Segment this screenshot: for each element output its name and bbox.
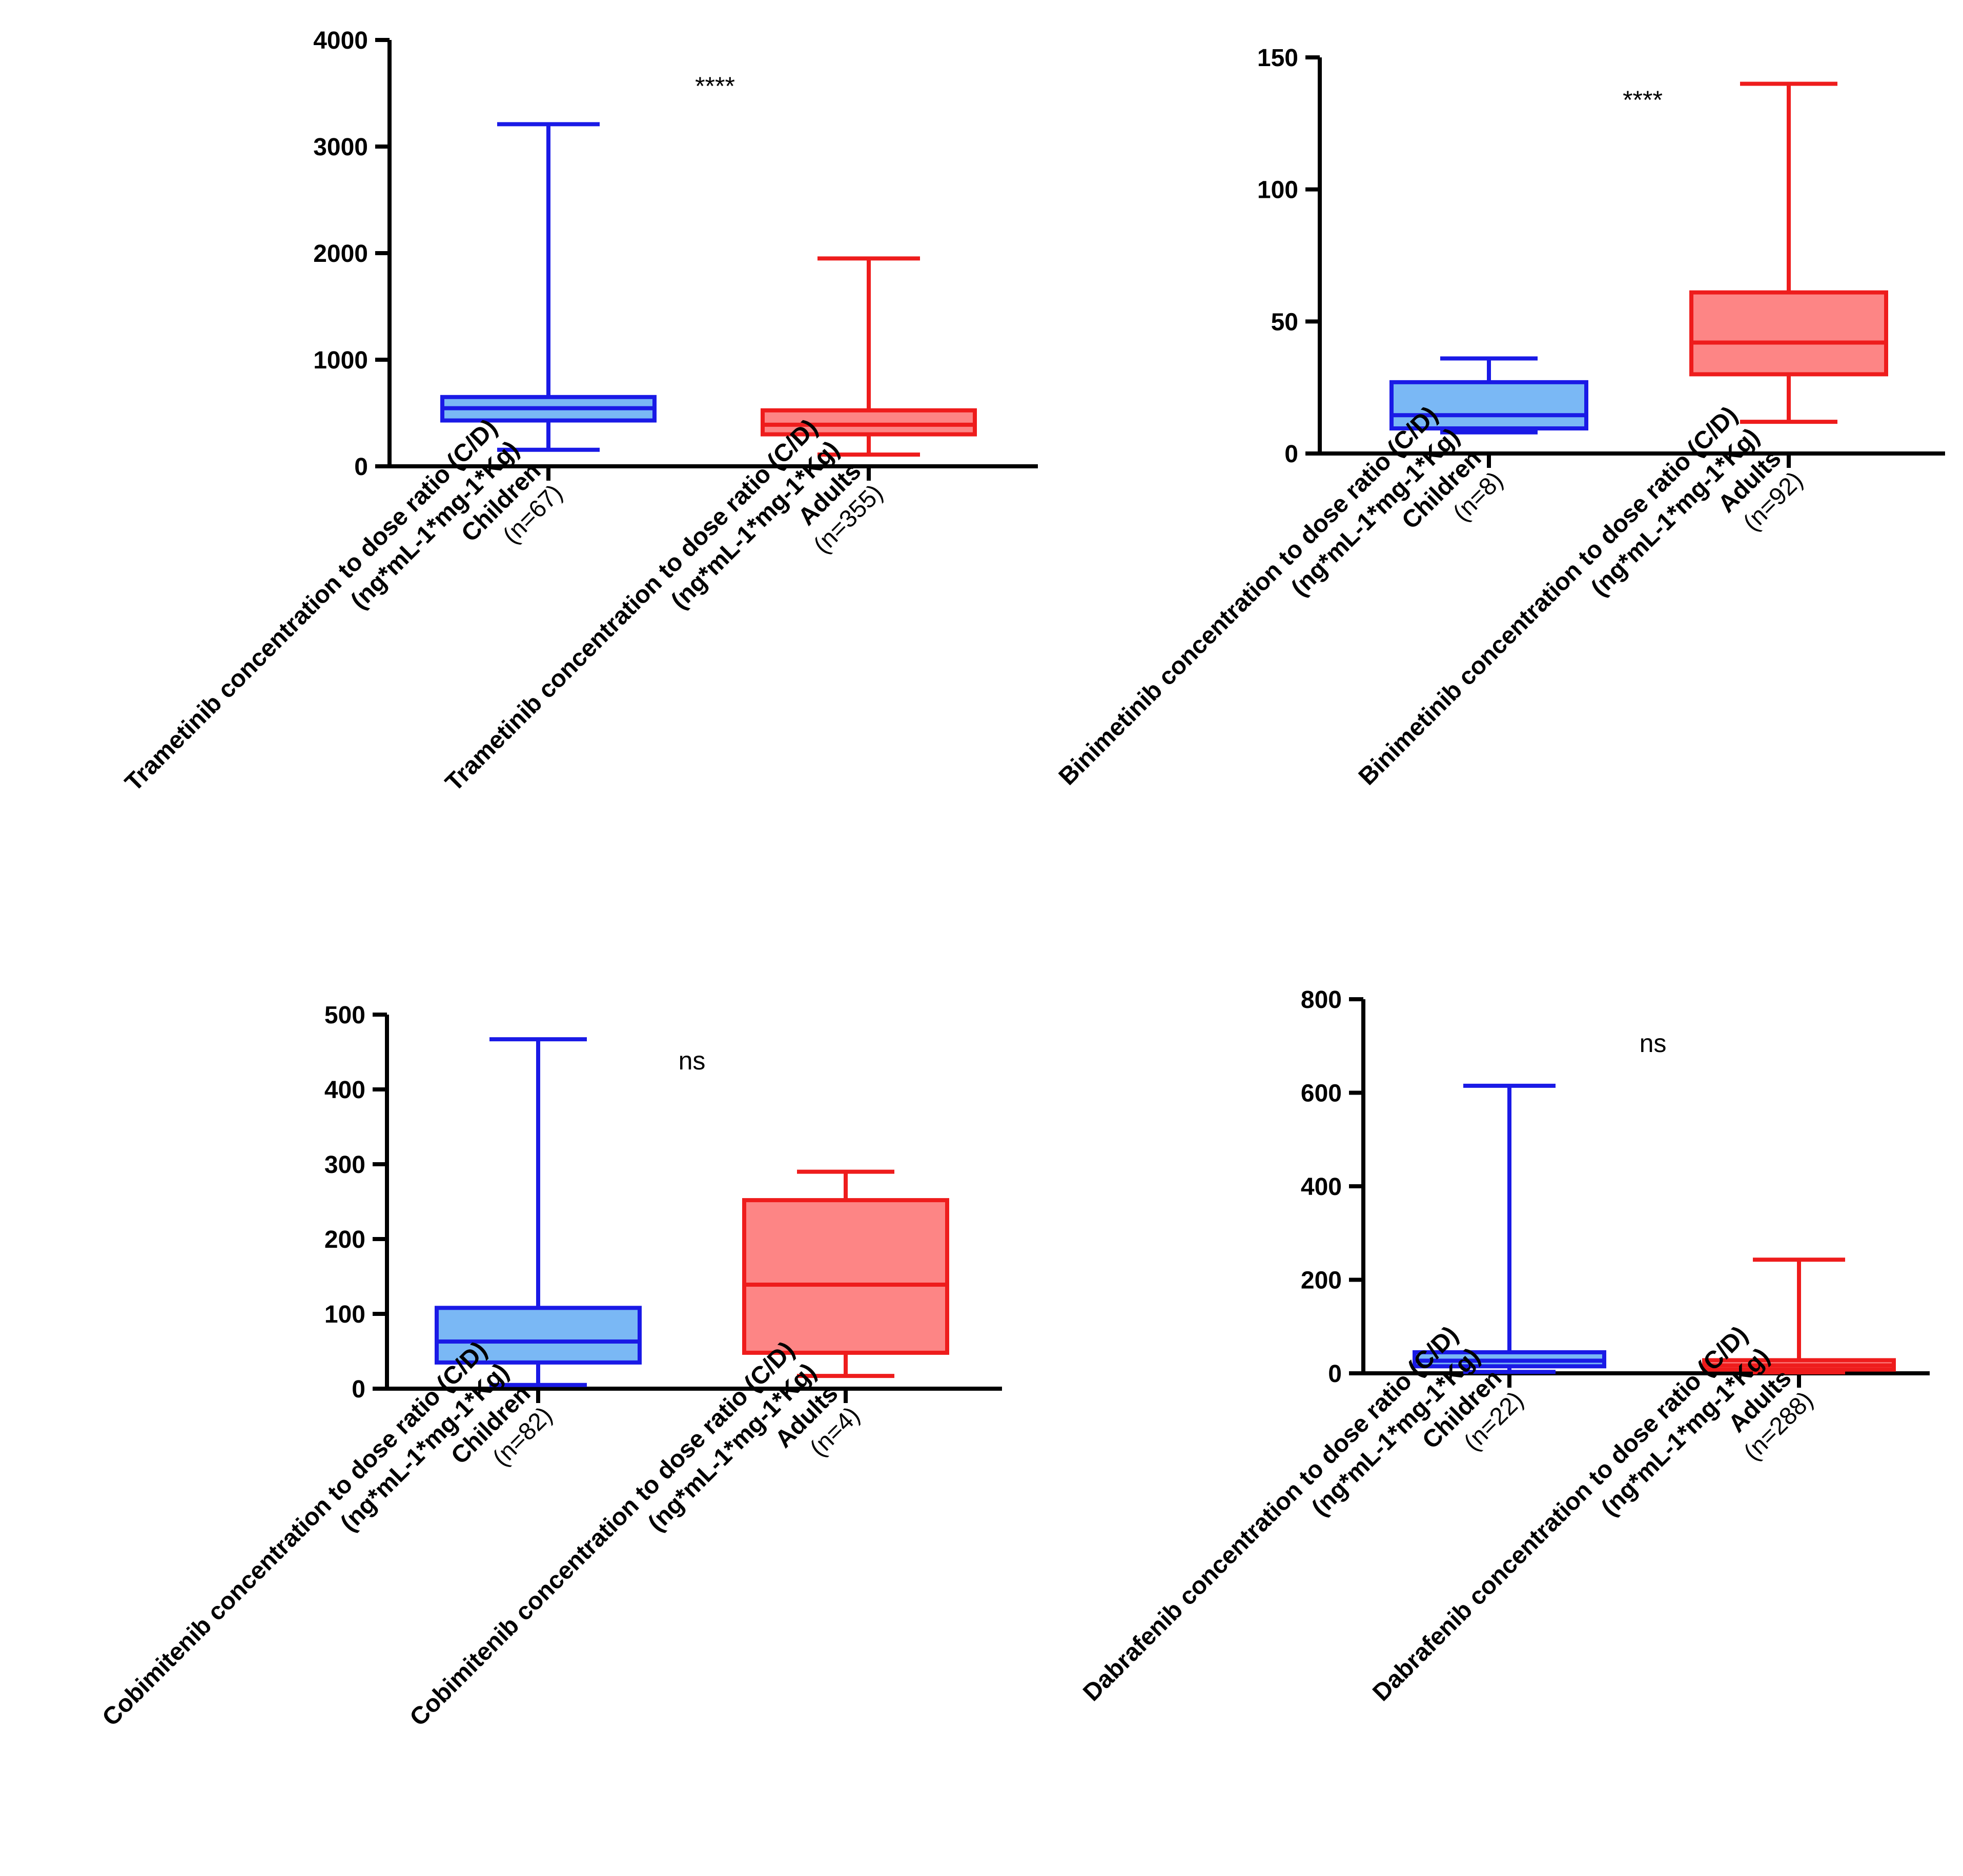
box-adults [1689, 81, 1888, 424]
significance-label: ns [679, 1046, 706, 1075]
iqr-box [1689, 290, 1888, 377]
iqr-box [761, 408, 977, 437]
iqr-box [1389, 380, 1588, 431]
box-adults [1702, 1257, 1896, 1375]
significance-label: ns [1640, 1029, 1667, 1058]
y-tick-label: 300 [324, 1151, 365, 1179]
y-tick-label: 0 [1328, 1360, 1342, 1388]
y-tick-label: 500 [324, 1002, 365, 1029]
chart-panel-1: 0 1000 2000 3000 4000 **** Trametinib concentr… [120, 27, 1038, 797]
box-adults [761, 256, 977, 457]
y-tick-label: 150 [1257, 45, 1298, 72]
y-tick-label: 100 [324, 1301, 365, 1328]
category-label-children: Cobimitenib concentration to dose ratio … [97, 1336, 558, 1731]
chart-panel-4: 0 200 400 600 800 ns Dabrafenib concentration … [1078, 986, 1930, 1706]
y-tick-label: 0 [352, 1376, 365, 1403]
y-tick-label: 600 [1301, 1080, 1342, 1107]
category-label-children: Binimetinib concentration to dose ratio … [1054, 401, 1508, 791]
iqr-box [742, 1198, 949, 1355]
y-tick-label: 800 [1301, 986, 1342, 1014]
y-tick-label: 200 [1301, 1267, 1342, 1294]
y-tick-label: 3000 [313, 134, 368, 161]
significance-label: **** [695, 72, 735, 100]
box-children [1389, 356, 1588, 435]
significance-label: **** [1623, 86, 1663, 114]
y-tick-label: 400 [1301, 1173, 1342, 1201]
box-children [1413, 1083, 1606, 1374]
category-label-line: Cobimitenib concentration to dose ratio … [97, 1336, 493, 1731]
iqr-box [435, 1306, 642, 1365]
chart-panel-3: 0 100 200 300 400 500 ns Cobimitenib concentrat… [97, 1002, 1002, 1731]
y-tick-label: 1000 [313, 347, 368, 374]
y-tick-label: 4000 [313, 27, 368, 54]
y-tick-label: 2000 [313, 240, 368, 267]
box-adults [742, 1169, 949, 1378]
y-tick-label: 400 [324, 1077, 365, 1104]
box-children [435, 1037, 642, 1387]
category-label-line: Dabrafenib concentration to dose ratio (… [1367, 1321, 1753, 1706]
box-children [440, 122, 657, 452]
category-label-line: Trametinib concentration to dose ratio (… [120, 414, 503, 797]
category-label-children: Trametinib concentration to dose ratio (… [120, 414, 568, 797]
y-tick-label: 50 [1271, 308, 1298, 336]
y-tick-label: 0 [1284, 441, 1298, 468]
category-label-children: Dabrafenib concentration to dose ratio (… [1078, 1321, 1528, 1706]
category-label-line: Binimetinib concentration to dose ratio … [1054, 401, 1443, 791]
y-tick-label: 100 [1257, 177, 1298, 204]
y-tick-label: 0 [354, 453, 368, 481]
chart-panel-2: 0 50 100 150 **** Binimetinib concentration t… [1054, 45, 1945, 791]
y-tick-label: 200 [324, 1226, 365, 1253]
